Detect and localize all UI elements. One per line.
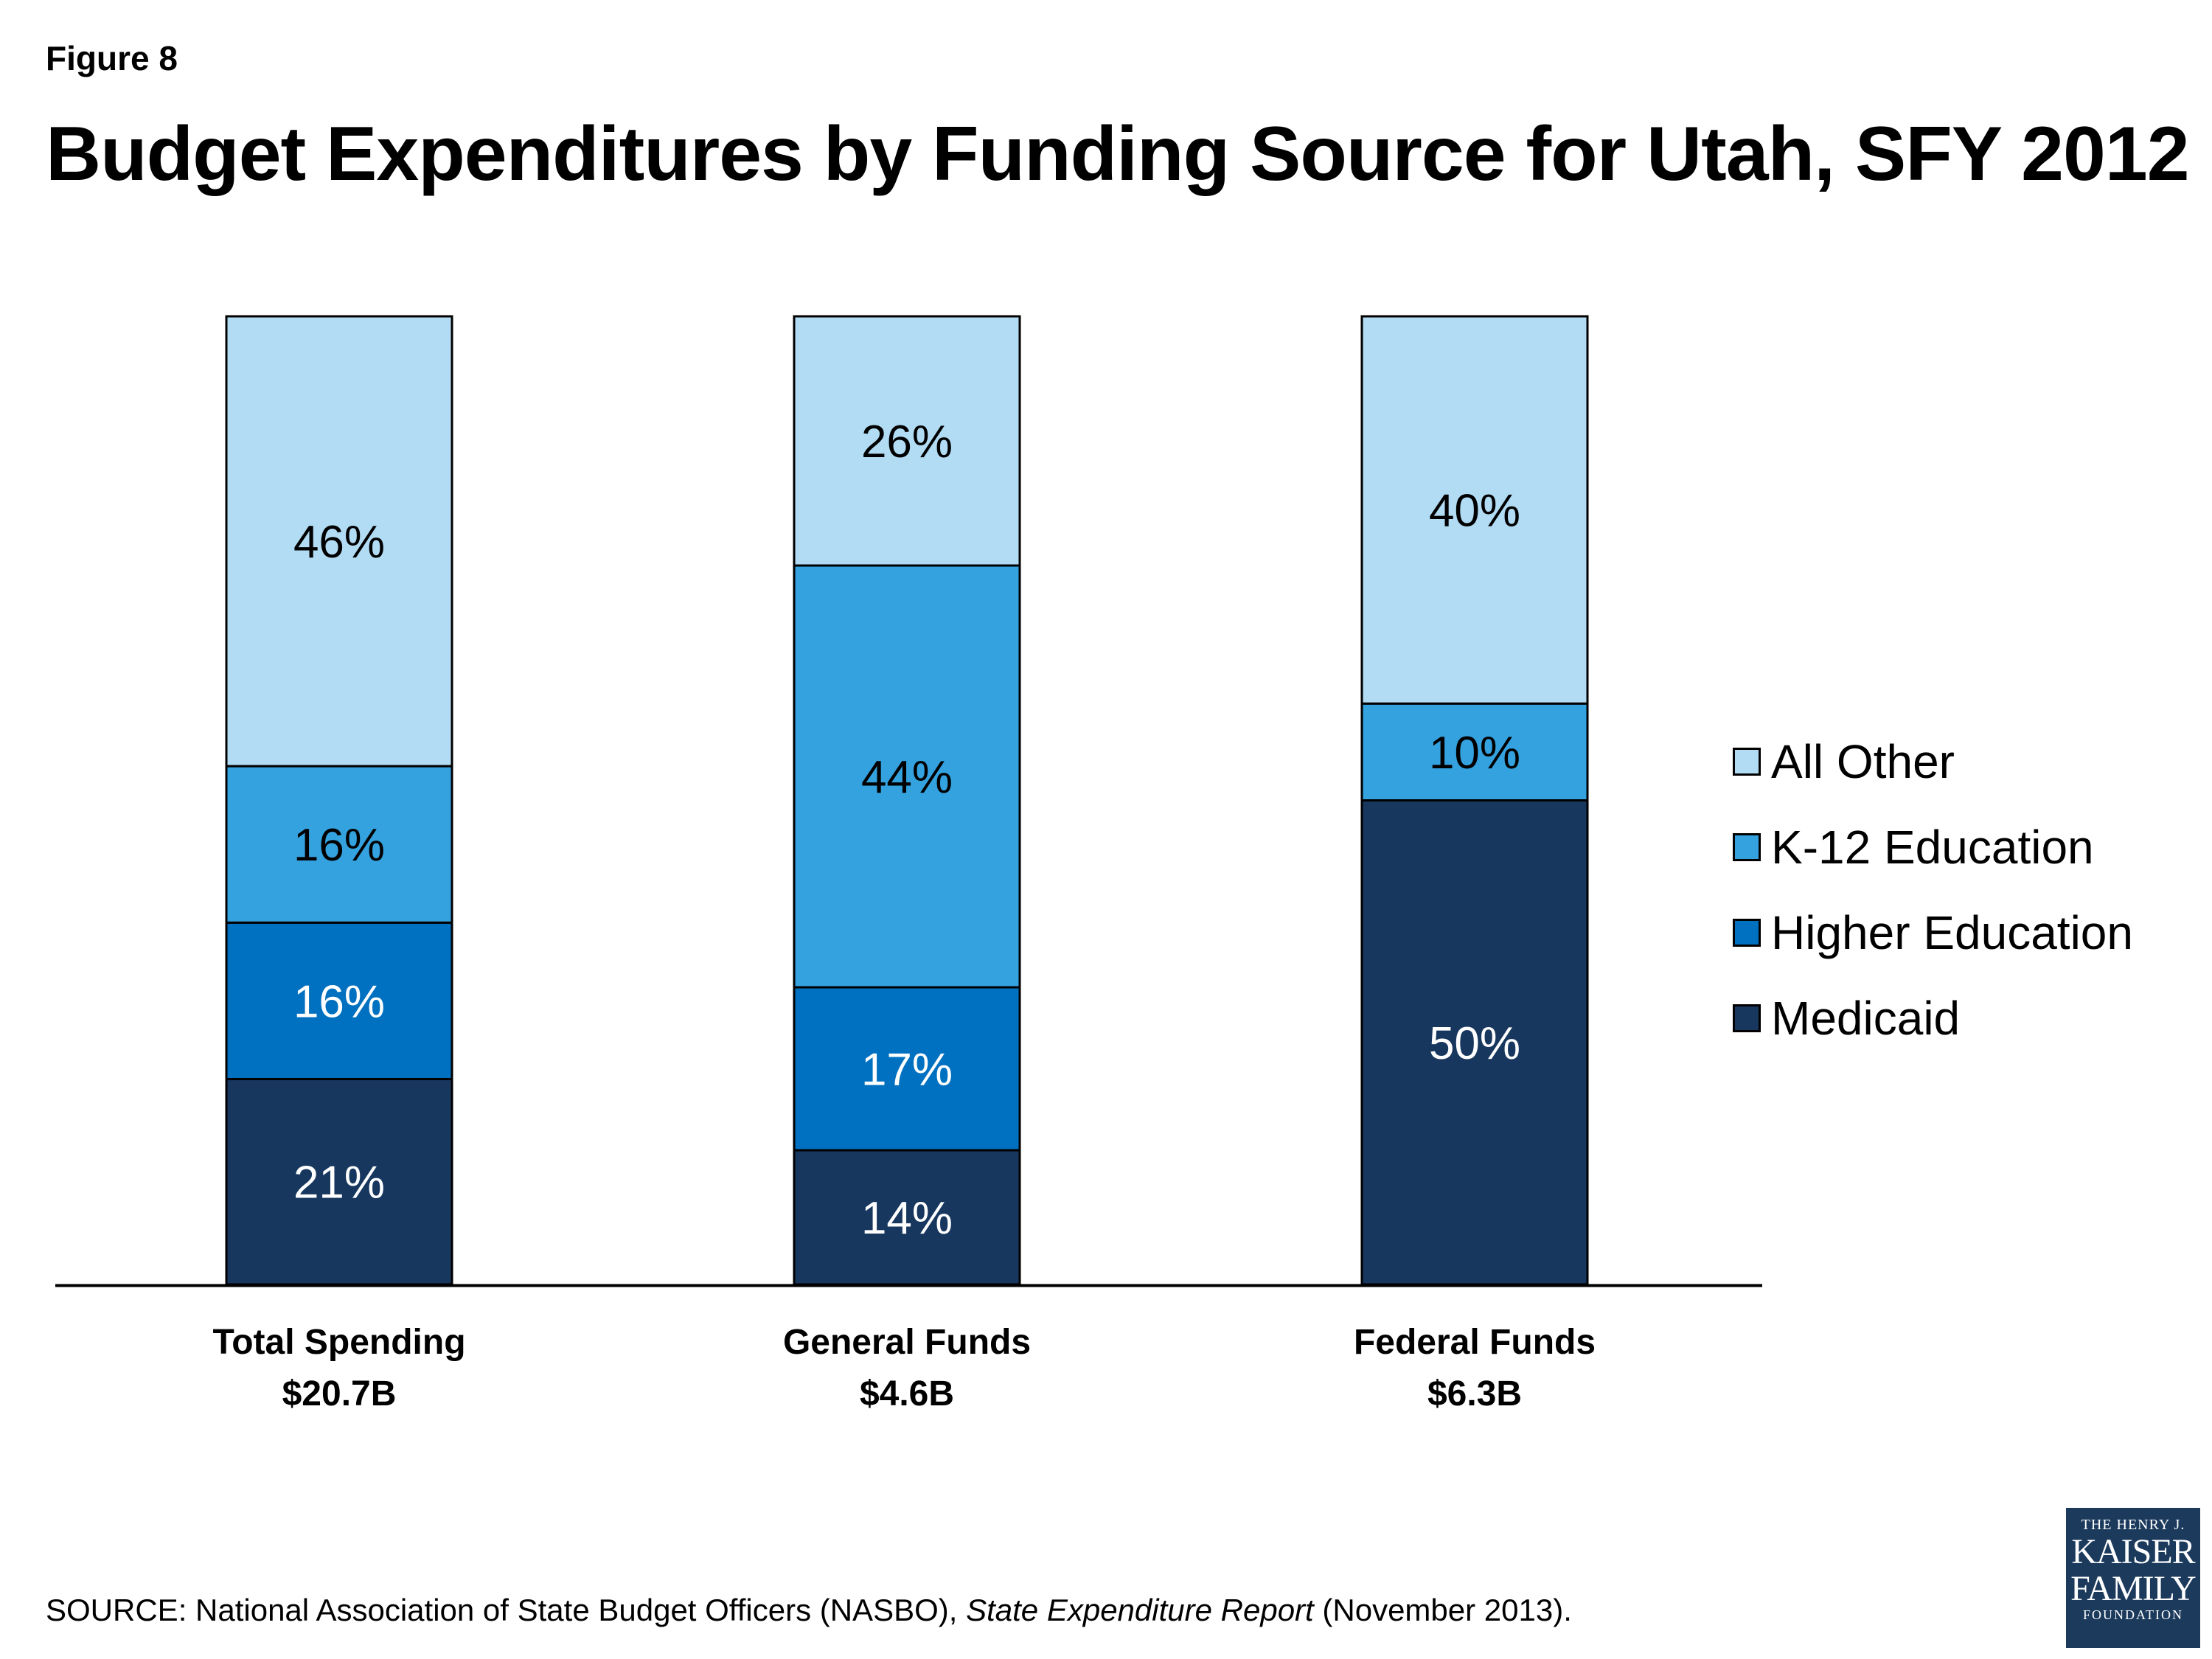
figure-label: Figure 8 xyxy=(46,39,178,77)
category-name: Federal Funds xyxy=(1353,1323,1596,1362)
bar-segment-all-other xyxy=(225,315,453,768)
bar-segment-higher-education xyxy=(225,921,453,1080)
legend-label: Higher Education xyxy=(1771,906,2133,959)
logo-line: FAMILY xyxy=(2070,1569,2197,1608)
data-label-k-12-education: 10% xyxy=(1429,728,1520,779)
logo-line: THE HENRY J. xyxy=(2081,1517,2185,1533)
category-total: $6.3B xyxy=(1427,1374,1523,1413)
data-label-all-other: 26% xyxy=(861,417,953,467)
category-label-federal-funds: Federal Funds $6.3B xyxy=(1290,1317,1659,1420)
source-prefix: SOURCE: National Association of State Bu… xyxy=(46,1593,967,1627)
legend-label: K-12 Education xyxy=(1771,821,2094,874)
legend-label: All Other xyxy=(1771,735,1955,788)
bar-segment-k-12-education xyxy=(793,564,1021,989)
bar-segment-all-other xyxy=(1360,315,1589,705)
category-label-general-funds: General Funds $4.6B xyxy=(723,1317,1091,1420)
legend-swatch xyxy=(1733,748,1761,776)
legend-item-all-other: All Other xyxy=(1733,719,2133,804)
source-note: SOURCE: National Association of State Bu… xyxy=(46,1593,1572,1628)
source-suffix: (November 2013). xyxy=(1313,1593,1572,1627)
category-total: $20.7B xyxy=(282,1374,397,1413)
category-name: General Funds xyxy=(782,1323,1032,1362)
source-report-title: State Expenditure Report xyxy=(966,1593,1314,1627)
kff-logo: THE HENRY J. KAISER FAMILY FOUNDATION xyxy=(2066,1508,2200,1648)
data-label-all-other: 40% xyxy=(1429,486,1520,537)
logo-line: KAISER xyxy=(2071,1532,2195,1571)
data-label-medicaid: 21% xyxy=(293,1158,385,1208)
category-name: Total Spending xyxy=(212,1323,466,1362)
data-label-all-other: 46% xyxy=(293,517,385,568)
bar-segment-k-12-education xyxy=(1360,702,1589,802)
data-label-medicaid: 50% xyxy=(1429,1018,1520,1069)
data-label-higher-education: 17% xyxy=(861,1045,953,1096)
category-total: $4.6B xyxy=(859,1374,955,1413)
legend-item-medicaid: Medicaid xyxy=(1733,975,2133,1061)
category-label-total-spending: Total Spending $20.7B xyxy=(155,1317,524,1420)
bar-segment-medicaid xyxy=(1360,799,1589,1286)
data-label-k-12-education: 16% xyxy=(293,820,385,871)
logo-line: FOUNDATION xyxy=(2083,1607,2183,1622)
chart-title: Budget Expenditures by Funding Source fo… xyxy=(46,111,2190,197)
bar-segment-all-other xyxy=(793,315,1021,567)
bar-segment-medicaid xyxy=(793,1149,1021,1286)
data-label-k-12-education: 44% xyxy=(861,752,953,803)
data-label-higher-education: 16% xyxy=(293,976,385,1027)
bar-segment-higher-education xyxy=(793,986,1021,1152)
legend-label: Medicaid xyxy=(1771,992,1961,1045)
data-label-medicaid: 14% xyxy=(861,1193,953,1244)
legend-swatch xyxy=(1733,1004,1761,1032)
chart-legend: All Other K-12 Education Higher Educatio… xyxy=(1733,719,2133,1061)
legend-swatch xyxy=(1733,833,1761,861)
legend-item-higher-education: Higher Education xyxy=(1733,890,2133,975)
legend-swatch xyxy=(1733,919,1761,947)
legend-item-k12-education: K-12 Education xyxy=(1733,804,2133,890)
